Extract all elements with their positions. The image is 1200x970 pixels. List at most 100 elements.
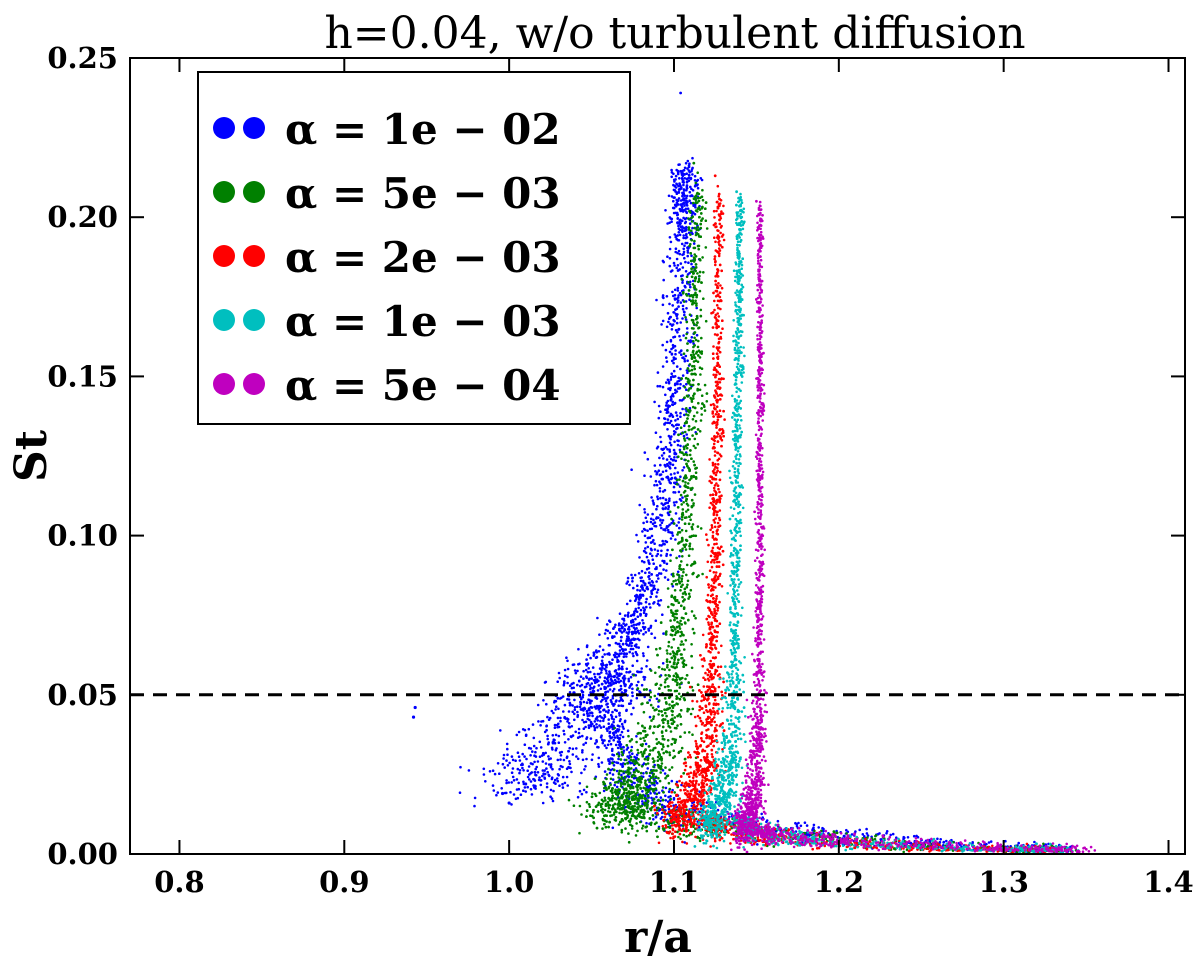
data-point — [679, 221, 682, 225]
data-point — [683, 204, 686, 207]
data-point — [669, 795, 672, 798]
data-point — [661, 385, 665, 389]
data-point — [603, 739, 606, 742]
data-point — [686, 508, 690, 512]
data-point — [620, 665, 624, 669]
data-point — [674, 328, 678, 332]
data-point — [694, 181, 698, 185]
data-point — [685, 573, 688, 577]
data-point — [542, 699, 545, 702]
data-point — [629, 755, 633, 759]
data-point — [698, 215, 701, 219]
data-point — [578, 831, 581, 835]
data-point — [616, 746, 620, 750]
data-point — [647, 567, 651, 570]
data-point — [523, 755, 526, 758]
data-point — [670, 195, 674, 198]
data-point — [676, 217, 680, 220]
data-point — [666, 820, 670, 824]
data-point — [688, 453, 692, 457]
data-point — [684, 300, 688, 303]
data-point — [640, 765, 644, 768]
data-point — [562, 729, 565, 733]
data-point — [675, 695, 678, 698]
data-point — [605, 623, 609, 626]
data-point — [584, 741, 588, 745]
data-point — [699, 258, 702, 262]
data-point — [668, 696, 671, 700]
data-point — [568, 703, 572, 707]
data-point — [680, 577, 684, 581]
data-point — [690, 666, 694, 670]
data-point — [685, 241, 689, 245]
data-point — [701, 198, 705, 202]
data-point — [674, 512, 678, 515]
data-point — [620, 647, 624, 651]
data-point — [582, 720, 586, 724]
data-point — [672, 199, 675, 203]
data-point — [678, 485, 682, 488]
data-point — [671, 678, 675, 681]
data-point — [508, 761, 511, 765]
data-point — [619, 629, 622, 633]
data-point — [510, 803, 513, 806]
data-point — [693, 279, 697, 283]
data-point — [699, 226, 703, 230]
data-point — [612, 768, 616, 772]
data-point — [620, 691, 624, 694]
data-point — [676, 296, 680, 299]
data-point — [686, 367, 690, 370]
data-point — [682, 772, 685, 775]
data-point — [858, 828, 861, 832]
data-point — [524, 734, 528, 737]
data-point — [568, 762, 572, 766]
data-point — [702, 297, 705, 301]
data-point — [644, 742, 648, 746]
data-point — [623, 719, 627, 723]
data-point — [639, 776, 643, 780]
data-point — [566, 720, 569, 723]
data-point — [671, 572, 675, 576]
data-point — [691, 547, 694, 551]
data-point — [624, 827, 627, 830]
data-point — [683, 359, 687, 363]
data-point — [551, 734, 555, 737]
data-point — [495, 793, 498, 797]
data-point — [656, 384, 659, 388]
data-point — [668, 350, 672, 354]
data-point — [630, 683, 633, 686]
data-point — [600, 671, 603, 674]
data-point — [646, 457, 650, 461]
data-point — [639, 781, 643, 784]
data-point — [556, 779, 560, 783]
data-point — [621, 753, 624, 756]
data-point — [681, 281, 684, 284]
data-point — [602, 719, 605, 723]
data-point — [645, 821, 648, 825]
data-point — [679, 367, 682, 371]
data-point — [618, 627, 621, 631]
data-point — [696, 178, 700, 182]
data-point — [677, 835, 680, 839]
data-point — [672, 574, 675, 578]
data-point — [629, 699, 633, 702]
data-point — [659, 564, 662, 567]
data-point — [684, 538, 688, 542]
data-point — [805, 824, 809, 827]
data-point — [646, 767, 649, 770]
data-point — [522, 780, 525, 784]
data-point — [550, 797, 554, 800]
data-point — [693, 246, 697, 250]
data-point — [627, 611, 630, 615]
data-point — [639, 602, 643, 605]
data-point — [692, 242, 696, 245]
data-point — [681, 206, 684, 209]
data-point — [624, 648, 627, 651]
data-point — [651, 522, 655, 526]
data-point — [546, 770, 549, 774]
data-point — [650, 534, 654, 538]
data-point — [609, 777, 613, 781]
data-point — [630, 712, 633, 716]
data-point — [648, 817, 652, 820]
data-point — [633, 770, 636, 774]
